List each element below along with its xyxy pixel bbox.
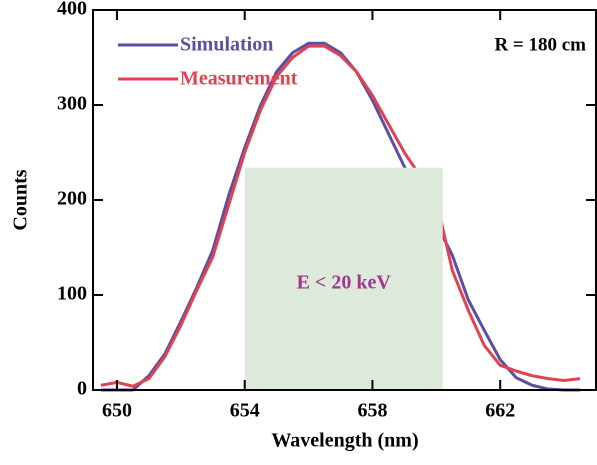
annotation: R = 180 cm [494,34,586,55]
x-tick-label: 654 [230,400,260,422]
x-axis-label: Wavelength (nm) [271,430,418,452]
legend-label: Simulation [180,34,273,56]
series-line [100,44,581,388]
x-tick-label: 662 [485,400,515,422]
y-tick-label: 200 [57,188,87,210]
y-tick-label: 0 [77,378,87,400]
series-line [100,41,581,392]
x-tick-label: 658 [357,400,387,422]
region-label: E < 20 keV [297,271,392,293]
y-axis-label: Counts [10,169,32,230]
x-tick-label: 650 [102,400,132,422]
shaded-region [244,167,443,390]
y-tick-label: 300 [57,93,87,115]
legend-label: Measurement [180,68,298,90]
y-tick-label: 400 [57,0,87,20]
y-tick-label: 100 [57,283,87,305]
